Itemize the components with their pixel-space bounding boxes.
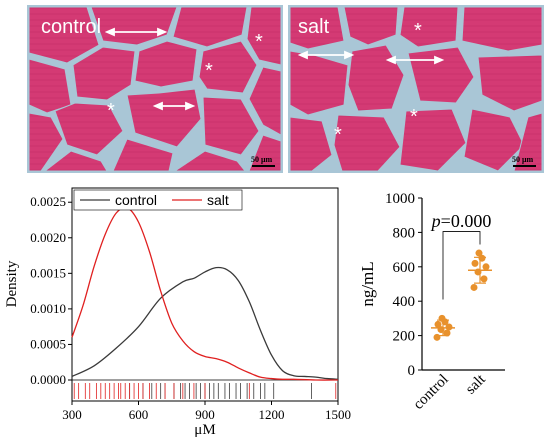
density-rug-plot [73, 383, 337, 399]
histology-salt-panel: salt * * * 50 μm [288, 5, 544, 173]
svg-text:*: * [414, 20, 422, 42]
data-point-salt [475, 249, 483, 257]
y-tick-label: 0.0025 [30, 194, 66, 209]
dot-y-tick-label: 200 [393, 329, 416, 345]
dot-x-tick-label: salt [463, 371, 490, 398]
svg-text:*: * [205, 60, 213, 82]
dot-y-tick-label: 400 [393, 294, 416, 310]
svg-text:*: * [410, 106, 418, 128]
dot-y-tick-label: 0 [408, 363, 416, 379]
dot-y-tick-label: 800 [393, 225, 416, 241]
x-tick-label: 1500 [325, 407, 351, 422]
asterisk-annotations-control: * * * [107, 31, 263, 122]
density-y-axis-label: Density [4, 260, 20, 307]
arrow-annotations-control [104, 27, 196, 111]
data-point-control [433, 333, 441, 341]
dot-plot-chart: 0 200 400 600 800 1000 control salt ng/mL p=0.… [358, 191, 505, 413]
density-line-salt [71, 206, 339, 381]
density-line-control [71, 266, 339, 380]
dotplot-panel: 0 200 400 600 800 1000 control salt ng/mL p=0.… [355, 185, 550, 448]
arrow-annotations-salt [297, 50, 445, 65]
data-point-control [443, 329, 451, 337]
density-x-axis-label: μM [194, 422, 215, 438]
data-point-salt [482, 263, 490, 271]
histology-salt-label: salt [298, 16, 330, 38]
data-point-salt [471, 259, 479, 267]
scale-bar-salt-label: 50 μm [512, 155, 534, 164]
dot-y-tick-label: 1000 [385, 191, 415, 207]
y-tick-label: 0.0010 [30, 301, 66, 316]
significance-bracket [442, 231, 481, 300]
y-tick-label: 0.0015 [30, 265, 66, 280]
data-point-salt [480, 275, 488, 283]
histology-salt-image: salt * * * 50 μm [288, 5, 544, 173]
density-chart-panel: 0.0000 0.0005 0.0010 0.0015 0.0020 0.0025 300… [0, 180, 351, 448]
legend-label-salt: salt [207, 192, 229, 208]
bracket-line [442, 231, 481, 300]
data-point-control [445, 323, 453, 331]
svg-text:*: * [255, 31, 263, 53]
x-tick-label: 900 [195, 407, 215, 422]
x-tick-label: 300 [62, 407, 82, 422]
histology-control-panel: control * * * 50 μm [27, 5, 283, 173]
x-tick-label: 1200 [259, 407, 285, 422]
y-tick-label: 0.0020 [30, 230, 66, 245]
density-y-ticks: 0.0000 0.0005 0.0010 0.0015 0.0020 0.0025 [30, 194, 72, 387]
data-point-control [434, 320, 442, 328]
dot-plot-x-ticks: control salt [410, 371, 489, 413]
legend-box [73, 189, 243, 211]
legend-label-control: control [115, 192, 157, 208]
y-tick-label: 0.0005 [30, 336, 66, 351]
dot-plot-points [431, 249, 492, 341]
data-point-control [438, 314, 446, 322]
dot-plot-y-ticks: 0 200 400 600 800 1000 [385, 191, 422, 379]
density-chart: 0.0000 0.0005 0.0010 0.0015 0.0020 0.0025 300… [4, 187, 351, 438]
density-series [71, 206, 339, 381]
svg-text:*: * [334, 124, 342, 146]
dot-plot-y-axis-label: ng/mL [358, 261, 377, 306]
x-tick-label: 600 [129, 407, 149, 422]
asterisk-annotations-salt: * * * [334, 20, 422, 146]
density-legend: control salt [73, 189, 243, 211]
scale-bar-control-label: 50 μm [251, 155, 273, 164]
histology-control-image: control * * * 50 μm [27, 5, 283, 173]
dot-y-tick-label: 600 [393, 260, 416, 276]
histology-control-label: control [41, 16, 101, 38]
y-tick-label: 0.0000 [30, 372, 66, 387]
data-point-salt [470, 283, 478, 291]
dot-plot-axes [421, 198, 505, 371]
p-value-annotation: p=0.000 [430, 211, 492, 231]
dot-x-tick-label: control [410, 372, 451, 413]
svg-text:*: * [107, 100, 115, 122]
density-x-ticks: 300 600 900 1200 1500 [62, 401, 351, 422]
